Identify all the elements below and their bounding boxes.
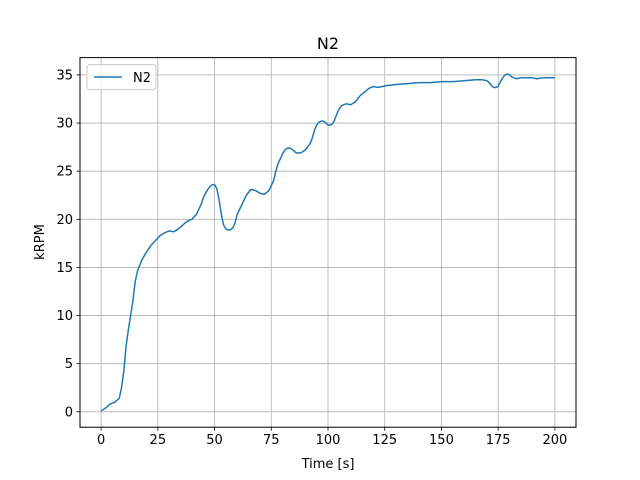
y-tick-label: 5: [65, 357, 73, 372]
x-tick-label: 75: [263, 433, 280, 448]
y-tick-label: 30: [56, 117, 73, 132]
series-lines: [100, 73, 555, 412]
series-line-n2: [100, 73, 555, 412]
x-axis-ticks: 0 25 50 75 100 125 150 175 200: [97, 427, 567, 448]
x-tick-label: 150: [429, 433, 454, 448]
x-tick-label: 50: [206, 433, 223, 448]
x-tick-label: 0: [97, 433, 105, 448]
y-tick-label: 35: [56, 68, 73, 83]
y-tick-label: 25: [56, 165, 73, 180]
y-tick-label: 0: [65, 405, 73, 420]
chart-title: N2: [317, 34, 339, 53]
x-tick-label: 25: [150, 433, 167, 448]
y-tick-label: 10: [56, 309, 73, 324]
y-axis-ticks: 0 5 10 15 20 25 30 35: [56, 68, 80, 420]
legend: N2: [86, 64, 157, 91]
x-tick-label: 125: [372, 433, 397, 448]
y-tick-label: 20: [56, 213, 73, 228]
grid-lines: [80, 57, 576, 428]
y-tick-label: 15: [56, 261, 73, 276]
x-tick-label: 200: [542, 433, 567, 448]
x-tick-label: 175: [486, 433, 511, 448]
y-axis-label: kRPM: [33, 224, 48, 260]
x-tick-label: 100: [316, 433, 341, 448]
x-axis-label: Time [s]: [301, 457, 355, 472]
legend-label-n2: N2: [133, 71, 151, 86]
